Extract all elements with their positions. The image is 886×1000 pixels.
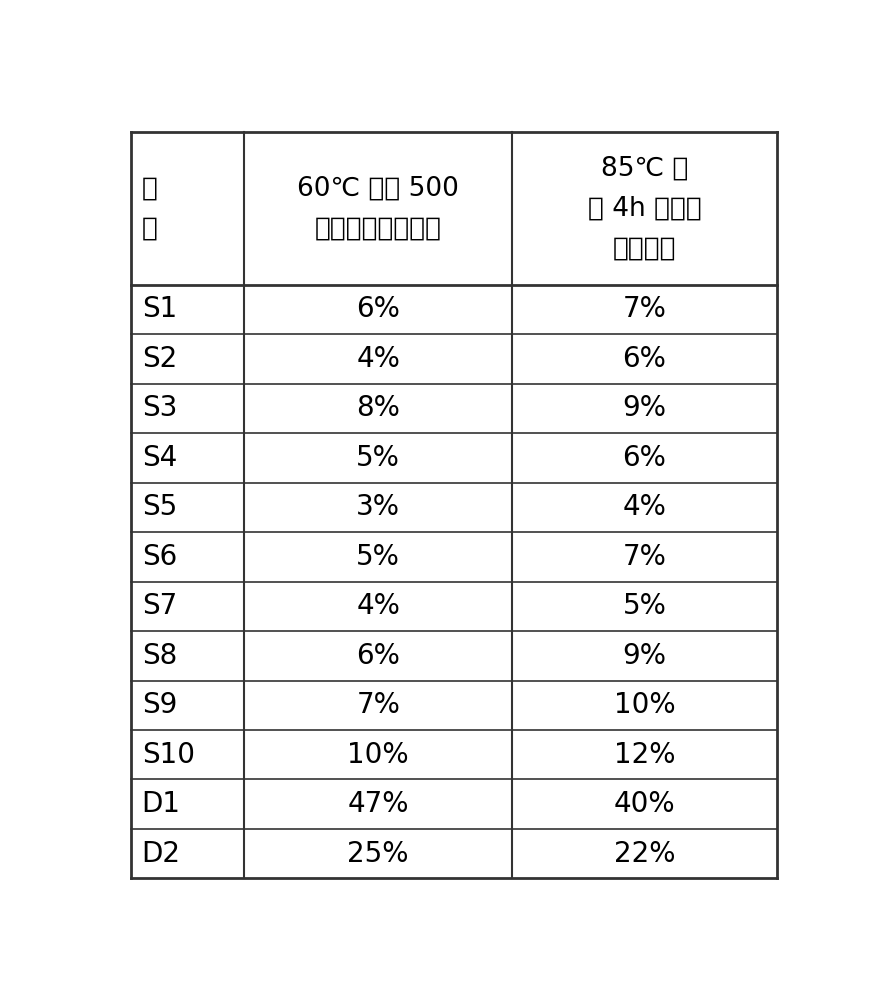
Text: 4%: 4% xyxy=(356,592,400,620)
Text: 4%: 4% xyxy=(623,493,666,521)
Text: S6: S6 xyxy=(142,543,177,571)
Text: 7%: 7% xyxy=(623,295,666,323)
Text: 3%: 3% xyxy=(356,493,400,521)
Text: 47%: 47% xyxy=(347,790,409,818)
Bar xyxy=(131,132,777,285)
Text: 6%: 6% xyxy=(356,642,400,670)
Text: 9%: 9% xyxy=(623,394,666,422)
Text: S5: S5 xyxy=(142,493,177,521)
Text: 8%: 8% xyxy=(356,394,400,422)
Text: 7%: 7% xyxy=(356,691,400,719)
Text: 6%: 6% xyxy=(356,295,400,323)
Text: D2: D2 xyxy=(142,840,181,868)
Text: 85℃ 存
储 4h 后的厚
度膨胀率: 85℃ 存 储 4h 后的厚 度膨胀率 xyxy=(587,155,702,261)
Text: 10%: 10% xyxy=(614,691,675,719)
Text: S3: S3 xyxy=(142,394,177,422)
Text: 40%: 40% xyxy=(614,790,675,818)
Text: S8: S8 xyxy=(142,642,177,670)
Text: S4: S4 xyxy=(142,444,177,472)
Text: 6%: 6% xyxy=(623,345,666,373)
Text: 12%: 12% xyxy=(614,741,675,769)
Text: 9%: 9% xyxy=(623,642,666,670)
Text: 60℃ 循环 500
次后的厚度膨胀率: 60℃ 循环 500 次后的厚度膨胀率 xyxy=(298,175,459,241)
Text: 7%: 7% xyxy=(623,543,666,571)
Text: S9: S9 xyxy=(142,691,177,719)
Text: S1: S1 xyxy=(142,295,177,323)
Text: 组
别: 组 别 xyxy=(142,175,158,241)
Text: 4%: 4% xyxy=(356,345,400,373)
Text: 6%: 6% xyxy=(623,444,666,472)
Text: S2: S2 xyxy=(142,345,177,373)
Text: 5%: 5% xyxy=(623,592,666,620)
Text: 25%: 25% xyxy=(347,840,409,868)
Text: 22%: 22% xyxy=(614,840,675,868)
Text: 10%: 10% xyxy=(347,741,409,769)
Text: 5%: 5% xyxy=(356,444,400,472)
Text: S10: S10 xyxy=(142,741,195,769)
Text: D1: D1 xyxy=(142,790,181,818)
Text: S7: S7 xyxy=(142,592,177,620)
Text: 5%: 5% xyxy=(356,543,400,571)
